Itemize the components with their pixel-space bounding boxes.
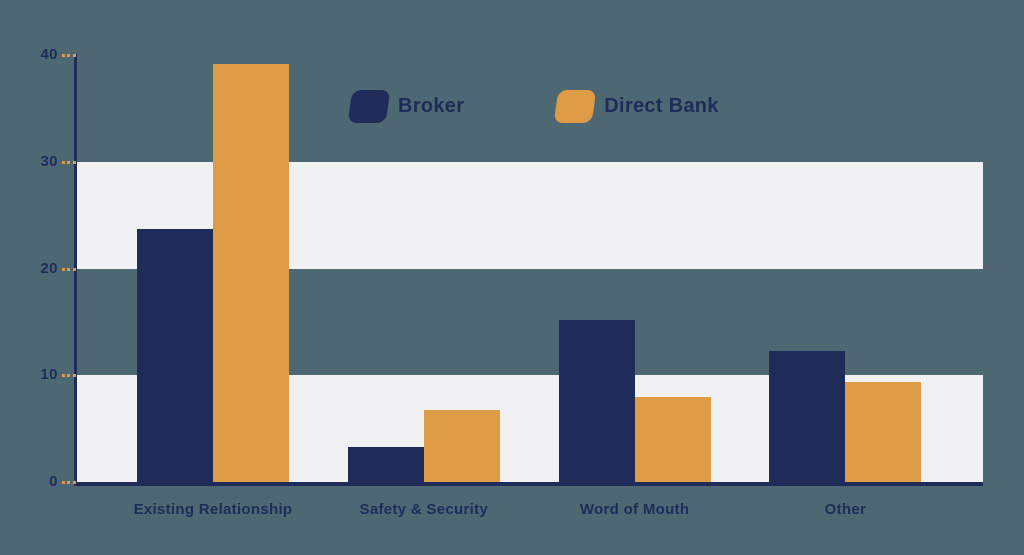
y-tick-dash-40 — [62, 54, 76, 57]
bar-direct-bank-word-of-mouth — [634, 396, 711, 482]
bar-direct-bank-other — [845, 381, 922, 482]
broker-legend-label: Broker — [398, 95, 465, 117]
bar-broker-word-of-mouth — [558, 319, 635, 482]
y-tick-dash-30 — [62, 160, 76, 164]
bars-layer — [77, 55, 983, 482]
broker-swatch — [347, 90, 391, 123]
y-tick-dash-20 — [62, 267, 76, 271]
y-tick-label-20: 20 — [40, 259, 58, 277]
x-axis-label-other: Other — [824, 501, 867, 518]
y-tick-dash-0 — [62, 481, 76, 484]
x-axis-label-safety-security: Safety & Security — [359, 501, 489, 518]
x-axis-line — [74, 482, 983, 486]
bar-broker-other — [769, 350, 846, 482]
direct-bank-legend-label: Direct Bank — [604, 95, 719, 117]
y-tick-label-0: 0 — [49, 473, 58, 490]
y-tick-dash-10 — [62, 374, 76, 378]
bar-broker-safety-security — [347, 446, 424, 482]
legend: Broker Direct Bank — [347, 90, 719, 123]
y-tick-label-30: 30 — [40, 152, 58, 170]
y-tick-label-10: 10 — [40, 366, 58, 384]
x-axis-label-existing-relationship: Existing Relationship — [133, 501, 293, 518]
bar-direct-bank-safety-security — [423, 410, 500, 482]
plot-area — [77, 55, 983, 482]
y-tick-label-40: 40 — [40, 46, 58, 63]
bar-direct-bank-existing-relationship — [213, 63, 289, 482]
legend-item-direct-bank: Direct Bank — [553, 90, 719, 123]
direct-bank-swatch — [553, 90, 597, 123]
x-axis-label-word-of-mouth: Word of Mouth — [579, 501, 690, 518]
legend-item-broker: Broker — [347, 90, 465, 123]
bar-broker-existing-relationship — [137, 229, 213, 482]
